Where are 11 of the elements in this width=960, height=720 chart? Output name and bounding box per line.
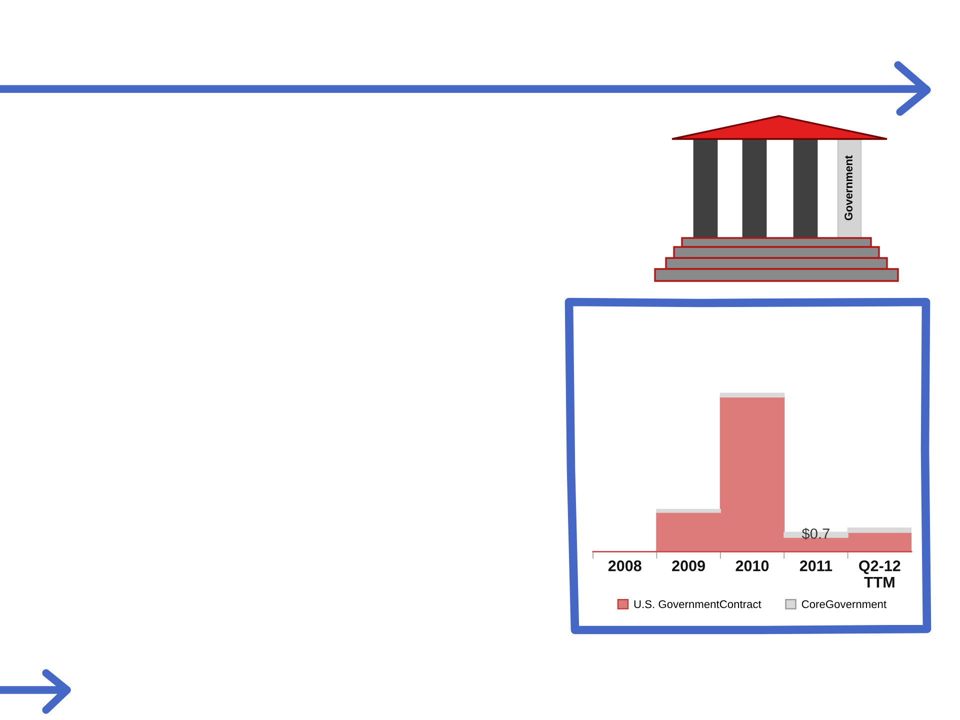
- legend-label: CoreGovernment: [802, 600, 886, 608]
- bar: [720, 392, 785, 398]
- x-tick-label: 2008: [608, 560, 642, 572]
- x-tick-label: 2009: [672, 560, 705, 572]
- x-tick-label: Q2-12 TTM: [859, 560, 900, 588]
- text: Government: [844, 155, 852, 220]
- data-label: $0.7: [802, 528, 830, 540]
- bar: [656, 508, 721, 513]
- legend-label: U.S. GovernmentContract: [634, 600, 762, 608]
- x-tick-label: 2011: [800, 560, 832, 572]
- x-tick-label: 2010: [736, 560, 769, 572]
